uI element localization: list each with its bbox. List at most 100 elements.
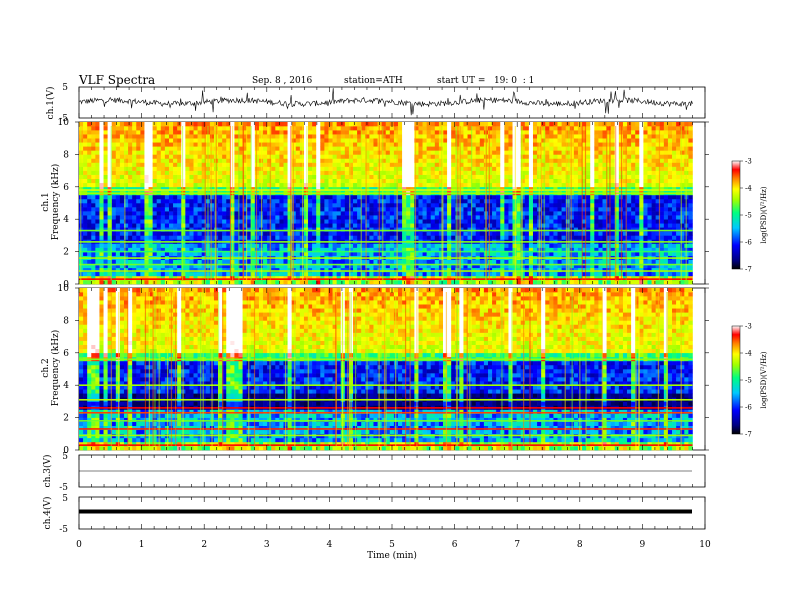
spectrogram-cell [447,247,452,252]
spectrogram-cell [561,223,566,228]
spectrogram-cell [128,247,133,252]
spectrogram-cell [324,194,329,200]
spectrogram-cell [508,203,513,208]
spectrogram-cell [312,279,317,285]
spectrogram-cell [443,207,448,212]
spectrogram-cell [438,142,444,147]
spectrogram-cell [402,178,407,184]
spectrogram-cell [426,134,432,139]
spectrogram-cell [512,158,517,163]
spectrogram-cell [312,194,317,200]
spectrogram-cell [250,198,256,204]
spectrogram-cell [561,166,566,171]
spectrogram-cell [218,194,223,200]
spectrogram-cell [267,259,272,265]
spectrogram-cell [234,247,239,252]
spectrogram-cell [123,259,129,265]
spectrogram-cell [144,235,149,240]
spectrogram-cell [312,227,317,232]
spectrogram-cell [348,203,354,208]
spectrogram-cell [557,235,562,240]
spectrogram-cell [115,126,121,131]
spectrogram-cell [152,178,158,184]
spectrogram-cell [353,275,358,281]
spectrogram-cell [545,243,550,248]
spectrogram-cell [316,162,321,167]
spectrogram-cell [303,243,309,248]
spectrogram-cell [418,247,423,252]
spectrogram-cell [447,162,452,167]
spectrogram-cell [553,166,558,171]
spectrogram-cell [508,162,513,167]
spectrogram-cell [164,275,170,281]
spectrogram-cell [541,207,546,212]
spectrogram-cell [283,122,288,127]
spectrogram-cell [83,243,88,248]
spectrogram-cell [295,170,301,175]
spectrogram-cell [181,275,186,281]
spectrogram-cell [487,130,493,135]
spectrogram-cell [573,247,579,252]
spectrogram-cell [111,150,117,155]
spectrogram-cell [83,235,88,240]
spectrogram-cell [406,154,411,159]
spectrogram-cell [459,194,464,200]
spectrogram-cell [156,150,162,155]
spectrogram-cell [303,275,309,281]
spectrogram-cell [463,174,468,179]
spectrogram-cell [156,126,162,131]
spectrogram-cell [447,130,452,135]
spectrogram-cell [246,142,252,147]
spectrogram-cell [185,247,190,252]
spectrogram-cell [156,235,162,240]
spectrogram-cell [275,138,280,143]
spectrogram-cell [365,243,370,248]
spectrogram-cell [426,247,432,252]
spectrogram-cell [299,223,305,228]
spectrogram-cell [520,170,526,175]
spectrogram-cell [504,130,509,135]
spectrogram-cell [357,215,362,220]
spectrogram-cell [344,186,350,192]
spectrogram-cell [402,186,407,192]
spectrogram-cell [99,126,104,131]
spectrogram-cell [422,162,427,167]
spectrogram-cell [263,203,268,208]
spectrogram-cell [148,158,153,163]
spectrogram-cell [487,259,493,265]
spectrogram-cell [528,178,534,184]
spectrogram-cell [267,279,272,285]
spectrogram-cell [267,198,272,204]
spectrogram-cell [324,219,329,224]
spectrogram-cell [418,162,423,167]
spectrogram-cell [226,235,231,240]
spectrogram-cell [434,174,440,179]
spectrogram-cell [234,174,239,179]
spectrogram-cell [144,247,149,252]
spectrogram-cell [103,146,108,151]
spectrogram-cell [234,267,239,273]
spectrogram-cell [426,275,432,281]
spectrogram-cell [279,150,284,155]
spectrogram-cell [361,166,366,171]
spectrogram-cell [553,247,558,252]
spectrogram-cell [299,198,305,204]
spectrogram-cell [344,162,350,167]
spectrogram-cell [144,170,149,175]
spectrogram-cell [189,150,194,155]
spectrogram-cell [173,170,178,175]
spectrogram-cell [487,198,493,204]
spectrogram-cell [299,138,305,143]
spectrogram-cell [115,162,121,167]
spectrogram-cell [222,178,227,184]
spectrogram-cell [271,203,276,208]
spectrogram-cell [173,146,178,151]
spectrogram-cell [168,198,174,204]
spectrogram-cell [111,211,117,216]
spectrogram-cell [320,203,325,208]
spectrogram-cell [406,223,411,228]
spectrogram-cell [438,166,444,171]
spectrogram-cell [369,203,374,208]
spectrogram-cell [463,215,468,220]
spectrogram-cell [197,243,202,248]
